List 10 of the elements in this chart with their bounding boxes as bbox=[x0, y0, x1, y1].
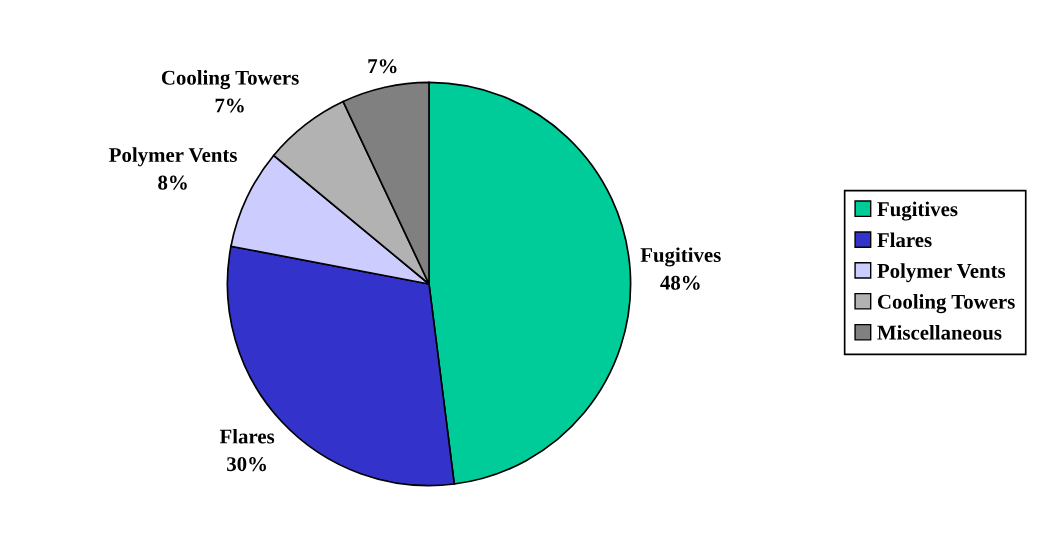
data-label: Flares 30% bbox=[219, 428, 275, 472]
legend-label: Flares bbox=[877, 232, 932, 248]
legend-label: Fugitives bbox=[877, 201, 958, 221]
legend-label: Miscellaneous bbox=[877, 325, 1002, 340]
data-label: Fugitives 48% bbox=[640, 247, 721, 290]
legend-label: Cooling Towers bbox=[877, 294, 1015, 314]
data-label: 7% bbox=[368, 59, 397, 74]
data-label: Polymer Vents 8% bbox=[109, 147, 237, 190]
data-label: Cooling Towers 7% bbox=[161, 70, 299, 113]
legend-label: Polymer Vents bbox=[877, 263, 1006, 283]
